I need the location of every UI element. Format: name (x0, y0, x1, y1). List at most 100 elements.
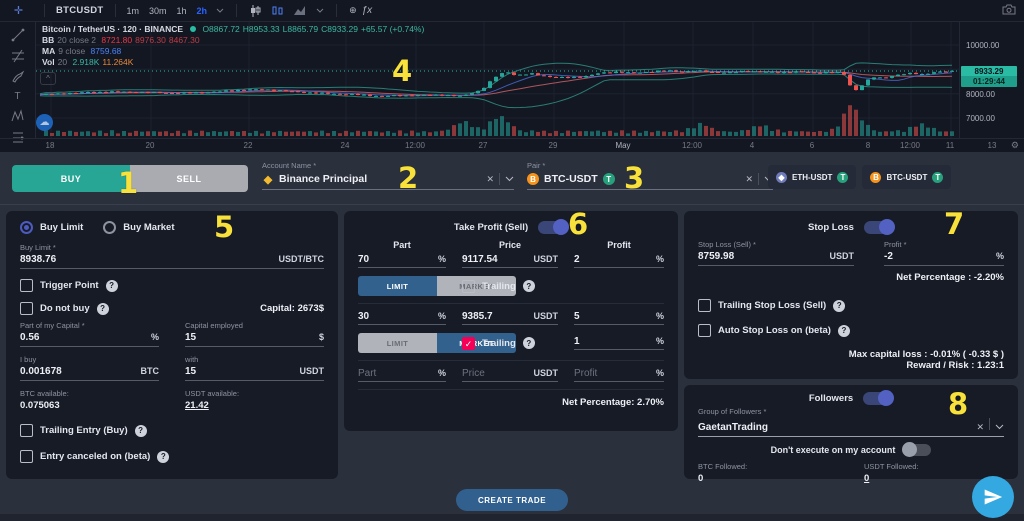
followers-toggle[interactable] (863, 390, 895, 406)
area-chart-icon[interactable] (293, 5, 306, 16)
chevron-down-icon[interactable] (505, 176, 514, 182)
tp1-price-input[interactable]: 9117.54 USDT (462, 254, 558, 268)
trendline-tool-icon[interactable] (10, 28, 26, 42)
clear-icon[interactable]: ✕ (976, 422, 984, 432)
symbol-label[interactable]: BTCUSDT (56, 5, 104, 16)
timeframe-30m[interactable]: 30m (149, 5, 167, 16)
market-button[interactable]: MARKET (437, 276, 516, 296)
market-button[interactable]: MARKET (437, 333, 516, 353)
create-trade-button[interactable]: CREATE TRADE (456, 489, 568, 511)
indicators-icon[interactable]: ƒx (361, 5, 373, 16)
i-buy-input[interactable]: 0.001678 BTC (20, 366, 159, 381)
tp2-trailing-checkbox[interactable]: ✓ Trailing ? (462, 336, 558, 350)
stop-loss-profit-input[interactable]: -2 % (884, 251, 1004, 266)
trade-bar: BUY SELL Account Name * ◆ Binance Princi… (0, 152, 1024, 205)
tp3-part-input[interactable]: Part% (358, 368, 446, 382)
usdt-available-link[interactable]: 21.42 (185, 400, 209, 411)
auto-stop-loss-checkbox[interactable]: Auto Stop Loss on (beta) ? (698, 324, 1004, 337)
checkbox-icon (20, 279, 33, 292)
time-axis[interactable]: ⚙ 18 20 22 24 12:00 27 29 May 12:00 4 6 8 12:00 11 13 (0, 138, 1024, 152)
pattern-tool-icon[interactable] (10, 109, 26, 123)
radio-icon (103, 221, 117, 234)
stop-loss-toggle[interactable] (863, 219, 895, 235)
tp3-profit-input[interactable]: Profit% (574, 368, 664, 382)
trailing-stop-loss-checkbox[interactable]: Trailing Stop Loss (Sell) ? (698, 299, 1004, 312)
fib-tool-icon[interactable] (10, 49, 26, 63)
checkbox-icon (20, 450, 33, 463)
followers-group-select[interactable]: GaetanTrading ✕ (698, 418, 1004, 437)
clear-icon[interactable]: ✕ (745, 173, 753, 184)
do-not-buy-checkbox[interactable]: Do not buy ? (20, 302, 109, 315)
part-of-capital-input[interactable]: 0.56 % (20, 332, 159, 347)
trigger-point-checkbox[interactable]: Trigger Point ? (20, 279, 324, 292)
capital-employed-input[interactable]: 15 $ (185, 332, 324, 347)
help-icon[interactable]: ? (96, 302, 109, 315)
drawing-toolbar: T ← (0, 22, 36, 165)
help-icon[interactable]: ? (522, 337, 535, 349)
help-icon[interactable]: ? (105, 279, 118, 292)
annotation-5: 5 (214, 210, 235, 244)
timeframe-1h[interactable]: 1h (176, 5, 187, 16)
collapse-indicators-button[interactable]: ^ (40, 72, 56, 85)
brush-tool-icon[interactable] (10, 70, 26, 84)
help-icon[interactable]: ? (522, 280, 535, 292)
pair-label: Pair * (527, 161, 546, 170)
eth-usdt-chip[interactable]: ◆ ETH-USDT T (768, 165, 857, 189)
bar-countdown: 01:29:44 (961, 75, 1017, 87)
help-icon[interactable]: ? (157, 450, 170, 463)
tp1-trailing-checkbox[interactable]: Trailing ? (462, 279, 558, 293)
help-icon[interactable]: ? (833, 299, 846, 312)
text-tool-icon[interactable]: T (14, 91, 21, 102)
timeframe-2h[interactable]: 2h (196, 5, 208, 16)
buy-sell-toggle[interactable]: BUY SELL (12, 165, 248, 192)
hollow-candles-icon[interactable] (271, 5, 283, 17)
gear-icon[interactable]: ⚙ (1010, 140, 1019, 150)
candlestick-style-icon[interactable] (249, 4, 261, 17)
limit-button[interactable]: LIMIT (358, 333, 437, 353)
tp3-price-input[interactable]: Price USDT (462, 368, 558, 382)
btc-usdt-chip[interactable]: B BTC-USDT T (862, 165, 952, 189)
crosshair-icon[interactable]: ✛ (13, 5, 24, 17)
tp2-order-type-switch[interactable]: LIMIT MARKET (358, 333, 516, 353)
chart-plot[interactable]: Bitcoin / TetherUS · 120 · BINANCE O8867… (36, 22, 959, 138)
tp1-profit-input[interactable]: 2% (574, 254, 664, 268)
buy-market-radio[interactable]: Buy Market (103, 221, 175, 234)
timeframe-1m[interactable]: 1m (126, 5, 140, 16)
chevron-down-icon[interactable] (316, 8, 324, 13)
with-input[interactable]: 15 USDT (185, 366, 324, 381)
buy-tab[interactable]: BUY (12, 165, 130, 192)
help-icon[interactable]: ? (837, 324, 850, 337)
stop-loss-price-input[interactable]: 8759.98 USDT (698, 251, 854, 266)
pair-select[interactable]: Pair * B BTC-USDT T ✕ (527, 161, 773, 190)
telegram-button[interactable] (972, 476, 1014, 518)
chevron-down-icon[interactable] (216, 8, 224, 13)
buy-limit-radio[interactable]: Buy Limit (20, 221, 83, 234)
entry-canceled-checkbox[interactable]: Entry canceled on (beta) ? (20, 450, 324, 463)
tp1-part-input[interactable]: 70% (358, 254, 446, 268)
tp2-profit-input[interactable]: 5% (574, 311, 664, 325)
account-value[interactable]: Binance Principal (279, 173, 368, 185)
timeframe-switcher[interactable]: 1m 30m 1h 2h (123, 4, 212, 18)
account-select[interactable]: Account Name * ◆ Binance Principal ✕ (262, 161, 514, 190)
tp2-price-input[interactable]: 9385.7 USDT (462, 311, 558, 325)
camera-icon[interactable] (1002, 4, 1016, 17)
dont-execute-toggle[interactable] (902, 442, 932, 457)
clear-icon[interactable]: ✕ (486, 173, 494, 184)
take-profit-toggle[interactable] (538, 219, 570, 235)
tp2-trailing-pct-input[interactable]: 1% (574, 336, 664, 350)
tp1-order-type-switch[interactable]: LIMIT MARKET (358, 276, 516, 296)
time-tick: 6 (809, 141, 815, 150)
chevron-down-icon[interactable] (995, 424, 1004, 430)
sell-tab[interactable]: SELL (130, 165, 248, 192)
price-scale[interactable]: 10000.00 8000.00 7000.00 8933.29 01:29:44 (959, 22, 1024, 138)
limit-button[interactable]: LIMIT (358, 276, 437, 296)
tether-icon: T (932, 171, 944, 183)
usdt-followed-link[interactable]: 0 (864, 473, 870, 484)
compare-icon[interactable]: ⊕ (349, 5, 357, 15)
take-profit-panel: Take Profit (Sell) Part Price Profit 70%… (344, 211, 678, 431)
tp2-part-input[interactable]: 30% (358, 311, 446, 325)
buy-limit-input[interactable]: 8938.76 USDT/BTC (20, 254, 324, 269)
pair-value[interactable]: BTC-USDT (544, 173, 598, 185)
trailing-entry-checkbox[interactable]: Trailing Entry (Buy) ? (20, 424, 324, 437)
help-icon[interactable]: ? (134, 424, 147, 437)
